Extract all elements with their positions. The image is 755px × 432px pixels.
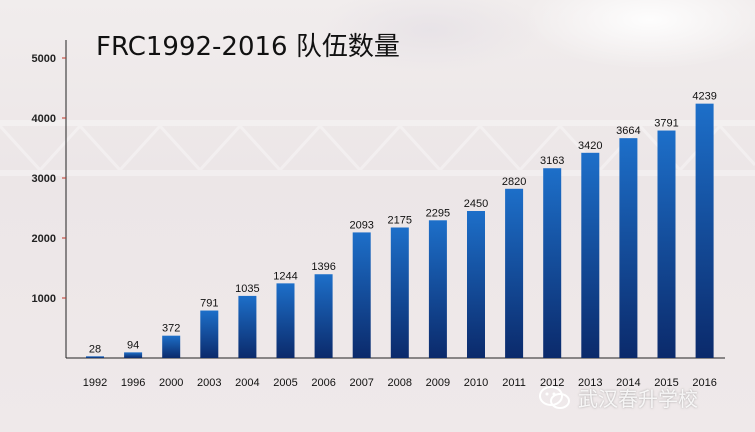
bar — [505, 188, 524, 358]
bar — [276, 283, 295, 358]
data-label: 2820 — [502, 176, 526, 188]
data-label: 3163 — [540, 155, 564, 167]
x-tick-label: 2007 — [349, 377, 373, 389]
data-label: 2295 — [426, 207, 450, 219]
bar — [200, 310, 219, 358]
background-truss — [0, 120, 755, 176]
wechat-icon — [539, 385, 570, 409]
y-tick-label: 4000 — [32, 113, 56, 125]
x-tick-label: 2009 — [426, 377, 450, 389]
x-tick-label: 2014 — [616, 377, 640, 389]
data-label: 1396 — [311, 261, 335, 273]
data-label: 3791 — [654, 118, 678, 130]
data-label: 372 — [162, 323, 180, 335]
data-label: 4239 — [692, 91, 716, 103]
chart-labels: 28 1992 94 1996 372 2000 791 2003 1035 2004 1244 20… — [83, 91, 717, 389]
data-label: 2175 — [388, 215, 412, 227]
bar — [390, 227, 409, 358]
x-tick-label: 1996 — [121, 377, 145, 389]
bar — [86, 356, 104, 358]
watermark: 武汉春升学校 — [538, 383, 698, 412]
x-tick-label: 2006 — [311, 377, 335, 389]
chart-bars — [86, 103, 714, 358]
data-label: 3420 — [578, 140, 602, 152]
x-tick-label: 2016 — [692, 377, 716, 389]
bar — [543, 168, 562, 358]
x-tick-label: 2005 — [273, 377, 297, 389]
data-label: 1035 — [235, 283, 259, 295]
chart-title: FRC1992-2016 队伍数量 — [96, 32, 400, 62]
bar — [657, 130, 676, 358]
x-tick-label: 2011 — [502, 377, 526, 389]
bar — [428, 220, 447, 358]
x-tick-label: 1992 — [83, 377, 107, 389]
y-tick-label: 5000 — [32, 53, 56, 65]
bar — [581, 152, 600, 358]
data-label: 791 — [200, 298, 218, 310]
x-tick-label: 2010 — [464, 377, 488, 389]
bar — [695, 103, 714, 358]
x-tick-label: 2000 — [159, 377, 183, 389]
x-tick-label: 2008 — [388, 377, 412, 389]
y-tick-label: 2000 — [32, 233, 56, 245]
data-label: 28 — [89, 343, 101, 355]
y-tick-label: 1000 — [32, 293, 56, 305]
y-tick-label: 3000 — [32, 173, 56, 185]
x-tick-label: 2003 — [197, 377, 221, 389]
data-label: 2450 — [464, 198, 488, 210]
x-tick-label: 2004 — [235, 377, 259, 389]
bar — [238, 295, 257, 358]
x-tick-label: 2013 — [578, 377, 602, 389]
bar — [352, 232, 371, 358]
bar — [619, 138, 638, 358]
x-tick-label: 2012 — [540, 377, 564, 389]
bar — [467, 211, 485, 358]
data-label: 94 — [127, 339, 139, 351]
data-label: 3664 — [616, 125, 640, 137]
watermark-text: 武汉春升学校 — [578, 387, 698, 411]
bar — [124, 352, 143, 358]
bar — [162, 335, 181, 358]
x-tick-label: 2015 — [654, 377, 678, 389]
data-label: 1244 — [273, 270, 297, 282]
bar — [314, 274, 333, 358]
data-label: 2093 — [349, 219, 373, 231]
